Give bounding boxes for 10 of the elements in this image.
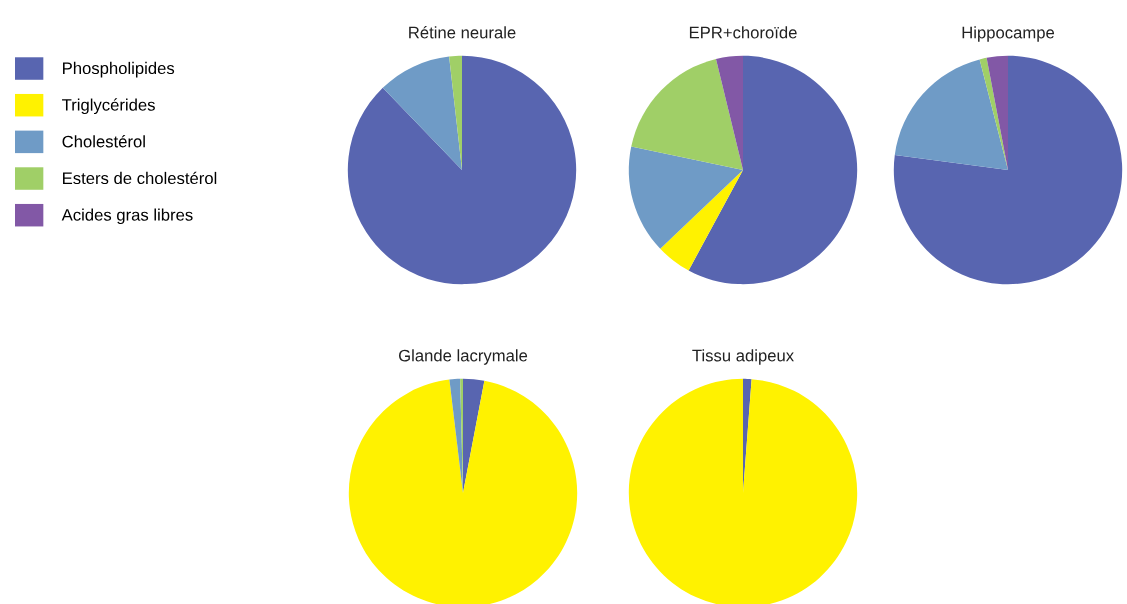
- chart-title: Glande lacrymale: [399, 349, 528, 365]
- legend-label: Esters de cholestérol: [63, 171, 217, 185]
- chart-title: Hippocampe: [962, 26, 1055, 42]
- chart-title: Tissu adipeux: [692, 349, 794, 365]
- chart-title: EPR+choroïde: [689, 26, 797, 39]
- chart-title: Rétine neurale: [409, 26, 516, 39]
- legend-label: Cholestérol: [62, 135, 145, 148]
- legend-label: Phospholipides: [63, 61, 175, 78]
- legend-label: Triglycérides: [62, 98, 155, 115]
- legend-label: Acides gras libres: [61, 208, 193, 225]
